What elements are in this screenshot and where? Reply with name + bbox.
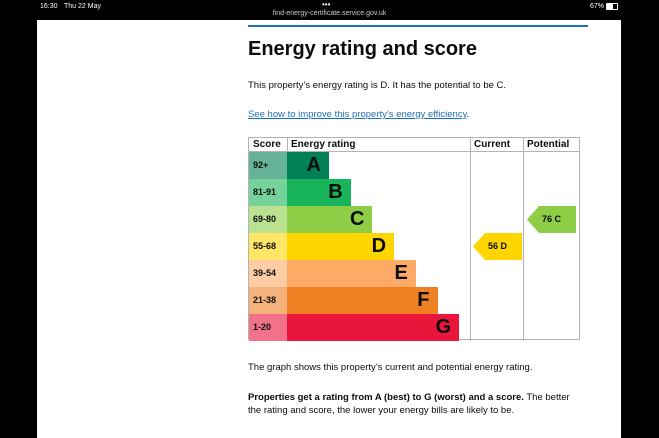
header-rule bbox=[249, 151, 579, 152]
paragraph: Properties get a rating from A (best) to… bbox=[248, 391, 583, 417]
column-header: Current bbox=[474, 139, 511, 150]
score: 56 bbox=[488, 241, 499, 251]
bold-text: Properties get a rating from A (best) to… bbox=[248, 392, 524, 403]
rating-chart: Score Energy rating Current Potential 92+ A 81… bbox=[248, 137, 580, 341]
dots: ••• bbox=[322, 0, 331, 9]
column-divider bbox=[523, 138, 524, 341]
band: C bbox=[554, 214, 562, 224]
current-rating: 56 D bbox=[473, 233, 522, 260]
improve-link[interactable]: See how to improve this property’s energ… bbox=[248, 109, 467, 120]
column-divider bbox=[470, 138, 471, 341]
score: 76 bbox=[542, 214, 553, 224]
score-range: 21-38 bbox=[249, 287, 287, 314]
page-title: Energy rating and score bbox=[248, 38, 477, 60]
score-range: 39-54 bbox=[249, 260, 287, 287]
battery-level bbox=[607, 4, 613, 9]
score-range: 55-68 bbox=[249, 233, 287, 260]
rating-bar: E bbox=[287, 260, 416, 287]
time: 16:30 bbox=[40, 3, 58, 10]
potential-rating: 76 C bbox=[527, 206, 576, 233]
rating-bar: C bbox=[287, 206, 373, 233]
band: D bbox=[500, 241, 508, 251]
score-range: 81-91 bbox=[249, 179, 287, 206]
url[interactable]: find-energy-certificate.service.gov.uk bbox=[272, 10, 387, 17]
rating-bar: D bbox=[287, 233, 395, 260]
intro: This property’s energy rating is D. It h… bbox=[248, 80, 507, 91]
date: Thu 22 May bbox=[64, 3, 101, 10]
column-header: Energy rating bbox=[291, 139, 356, 150]
header-rule bbox=[248, 25, 588, 27]
column-header: Score bbox=[253, 139, 281, 150]
rating-bar: B bbox=[287, 179, 351, 206]
paragraph: The graph shows this property’s current … bbox=[248, 362, 533, 373]
text: The better the rating and score, the low… bbox=[248, 392, 570, 416]
score-range: 92+ bbox=[249, 152, 287, 179]
score-range: 69-80 bbox=[249, 206, 287, 233]
battery-text: 67% bbox=[590, 3, 605, 10]
rating-bar: A bbox=[287, 152, 329, 179]
column-header: Potential bbox=[527, 139, 570, 150]
status-bar: 16:30 Thu 22 May ••• find-energy-certifi… bbox=[0, 0, 659, 20]
rating-bar: F bbox=[287, 287, 438, 314]
rating-bar: G bbox=[287, 314, 460, 341]
link-line: See how to improve this property’s energ… bbox=[248, 109, 470, 120]
battery-icon bbox=[606, 3, 618, 10]
score-range: 1-20 bbox=[249, 314, 287, 341]
